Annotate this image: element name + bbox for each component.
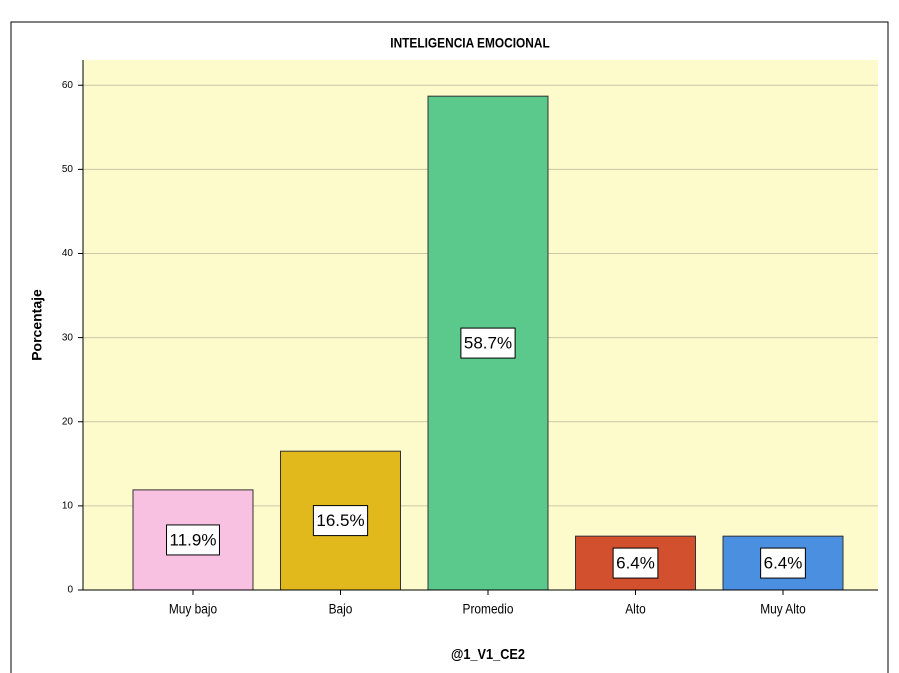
x-tick-label: Promedio [463, 601, 514, 617]
y-tick-label: 60 [62, 80, 74, 91]
y-tick-label: 10 [62, 501, 74, 512]
value-label: 6.4% [764, 554, 803, 573]
value-label: 16.5% [316, 511, 364, 530]
x-tick-label: Muy bajo [169, 601, 217, 617]
value-label-box [612, 547, 659, 579]
y-axis-label: Porcentaje [29, 289, 45, 361]
value-label: 6.4% [616, 554, 655, 573]
x-tick-label: Muy Alto [760, 601, 806, 617]
chart-title: INTELIGENCIA EMOCIONAL [390, 35, 550, 51]
y-tick-label: 50 [62, 164, 74, 175]
value-label: 58.7% [464, 334, 512, 353]
value-label-box [166, 524, 220, 556]
value-label-box [312, 505, 369, 537]
value-label: 11.9% [170, 530, 217, 549]
value-label-box [460, 327, 516, 359]
y-tick-label: 40 [62, 248, 74, 259]
frame [10, 21, 889, 673]
value-label-box [760, 547, 806, 579]
y-tick-label: 0 [67, 585, 73, 596]
x-tick-label: Alto [625, 601, 645, 617]
x-tick-label: Bajo [329, 601, 353, 617]
x-axis-label: @1_V1_CE2 [451, 645, 525, 662]
y-tick-label: 30 [62, 332, 74, 343]
y-tick-label: 20 [62, 416, 74, 427]
